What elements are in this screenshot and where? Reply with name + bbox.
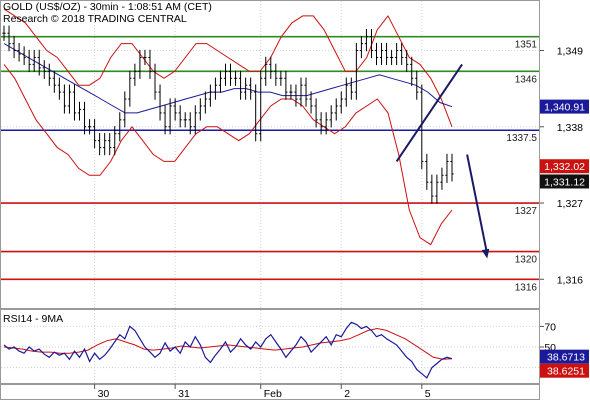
rsi-y-tick-label: 70 bbox=[544, 321, 556, 333]
y-tick-label: 1,349 bbox=[557, 46, 583, 58]
forecast-arrow-shaft bbox=[466, 154, 489, 255]
forecast-arrow-head bbox=[481, 248, 490, 259]
bid-value-badge-label: 1,332.02 bbox=[544, 161, 585, 173]
y-tick-label: 1,338 bbox=[557, 122, 583, 134]
level-label: 1346 bbox=[515, 74, 538, 85]
level-label: 1327 bbox=[515, 206, 538, 217]
rsi-value-badge-label: 38.6713 bbox=[547, 352, 585, 364]
level-label: 1316 bbox=[515, 282, 538, 293]
rsi-panel bbox=[1, 321, 539, 379]
rsi-panel-frame bbox=[0, 309, 540, 384]
x-tick-label: 30 bbox=[98, 388, 110, 400]
gridlines bbox=[1, 1, 539, 383]
axes: 1,349 1,338 1,327 1,316 1,340.91 1,332.02 1,33… bbox=[94, 46, 589, 400]
rsi-y-tick-label: 50 bbox=[544, 342, 556, 354]
trendline bbox=[395, 63, 463, 162]
bid-value-badge bbox=[540, 159, 589, 174]
ma-value-badge-label: 1,340.91 bbox=[544, 102, 585, 114]
rsi-line bbox=[3, 321, 453, 379]
price-panel: 1351 1346 1337.5 1327 1320 1316 bbox=[1, 8, 539, 293]
x-tick-label: Feb bbox=[264, 388, 282, 400]
x-tick-label: 5 bbox=[425, 388, 431, 400]
rsi-ma-value-badge bbox=[540, 363, 589, 378]
last-price-badge bbox=[540, 174, 589, 189]
rsi-ma-line bbox=[3, 327, 453, 360]
level-label: 1351 bbox=[515, 40, 538, 51]
level-label: 1337.5 bbox=[506, 133, 537, 144]
rsi-title: RSI14 - 9MA bbox=[3, 313, 63, 325]
bollinger-upper-line bbox=[3, 8, 453, 127]
rsi-ma-value-badge-label: 38.6251 bbox=[547, 366, 585, 378]
chart-title: GOLD (US$/OZ) - 30min - 1:08:51 AM (CET) bbox=[3, 1, 212, 13]
moving-average-line bbox=[3, 43, 453, 114]
last-price-badge-label: 1,331.12 bbox=[544, 176, 585, 188]
main-panel-frame bbox=[0, 0, 540, 309]
y-tick-label: 1,316 bbox=[557, 274, 583, 286]
x-tick-label: 2 bbox=[344, 388, 350, 400]
x-tick-label: 31 bbox=[178, 388, 190, 400]
y-tick-label: 1,327 bbox=[557, 198, 583, 210]
rsi-value-badge bbox=[540, 349, 589, 364]
ma-value-badge bbox=[540, 99, 589, 114]
level-label: 1320 bbox=[515, 255, 538, 266]
bollinger-lower-line bbox=[3, 64, 453, 246]
copyright-line: Research © 2018 TRADING CENTRAL bbox=[3, 13, 187, 25]
